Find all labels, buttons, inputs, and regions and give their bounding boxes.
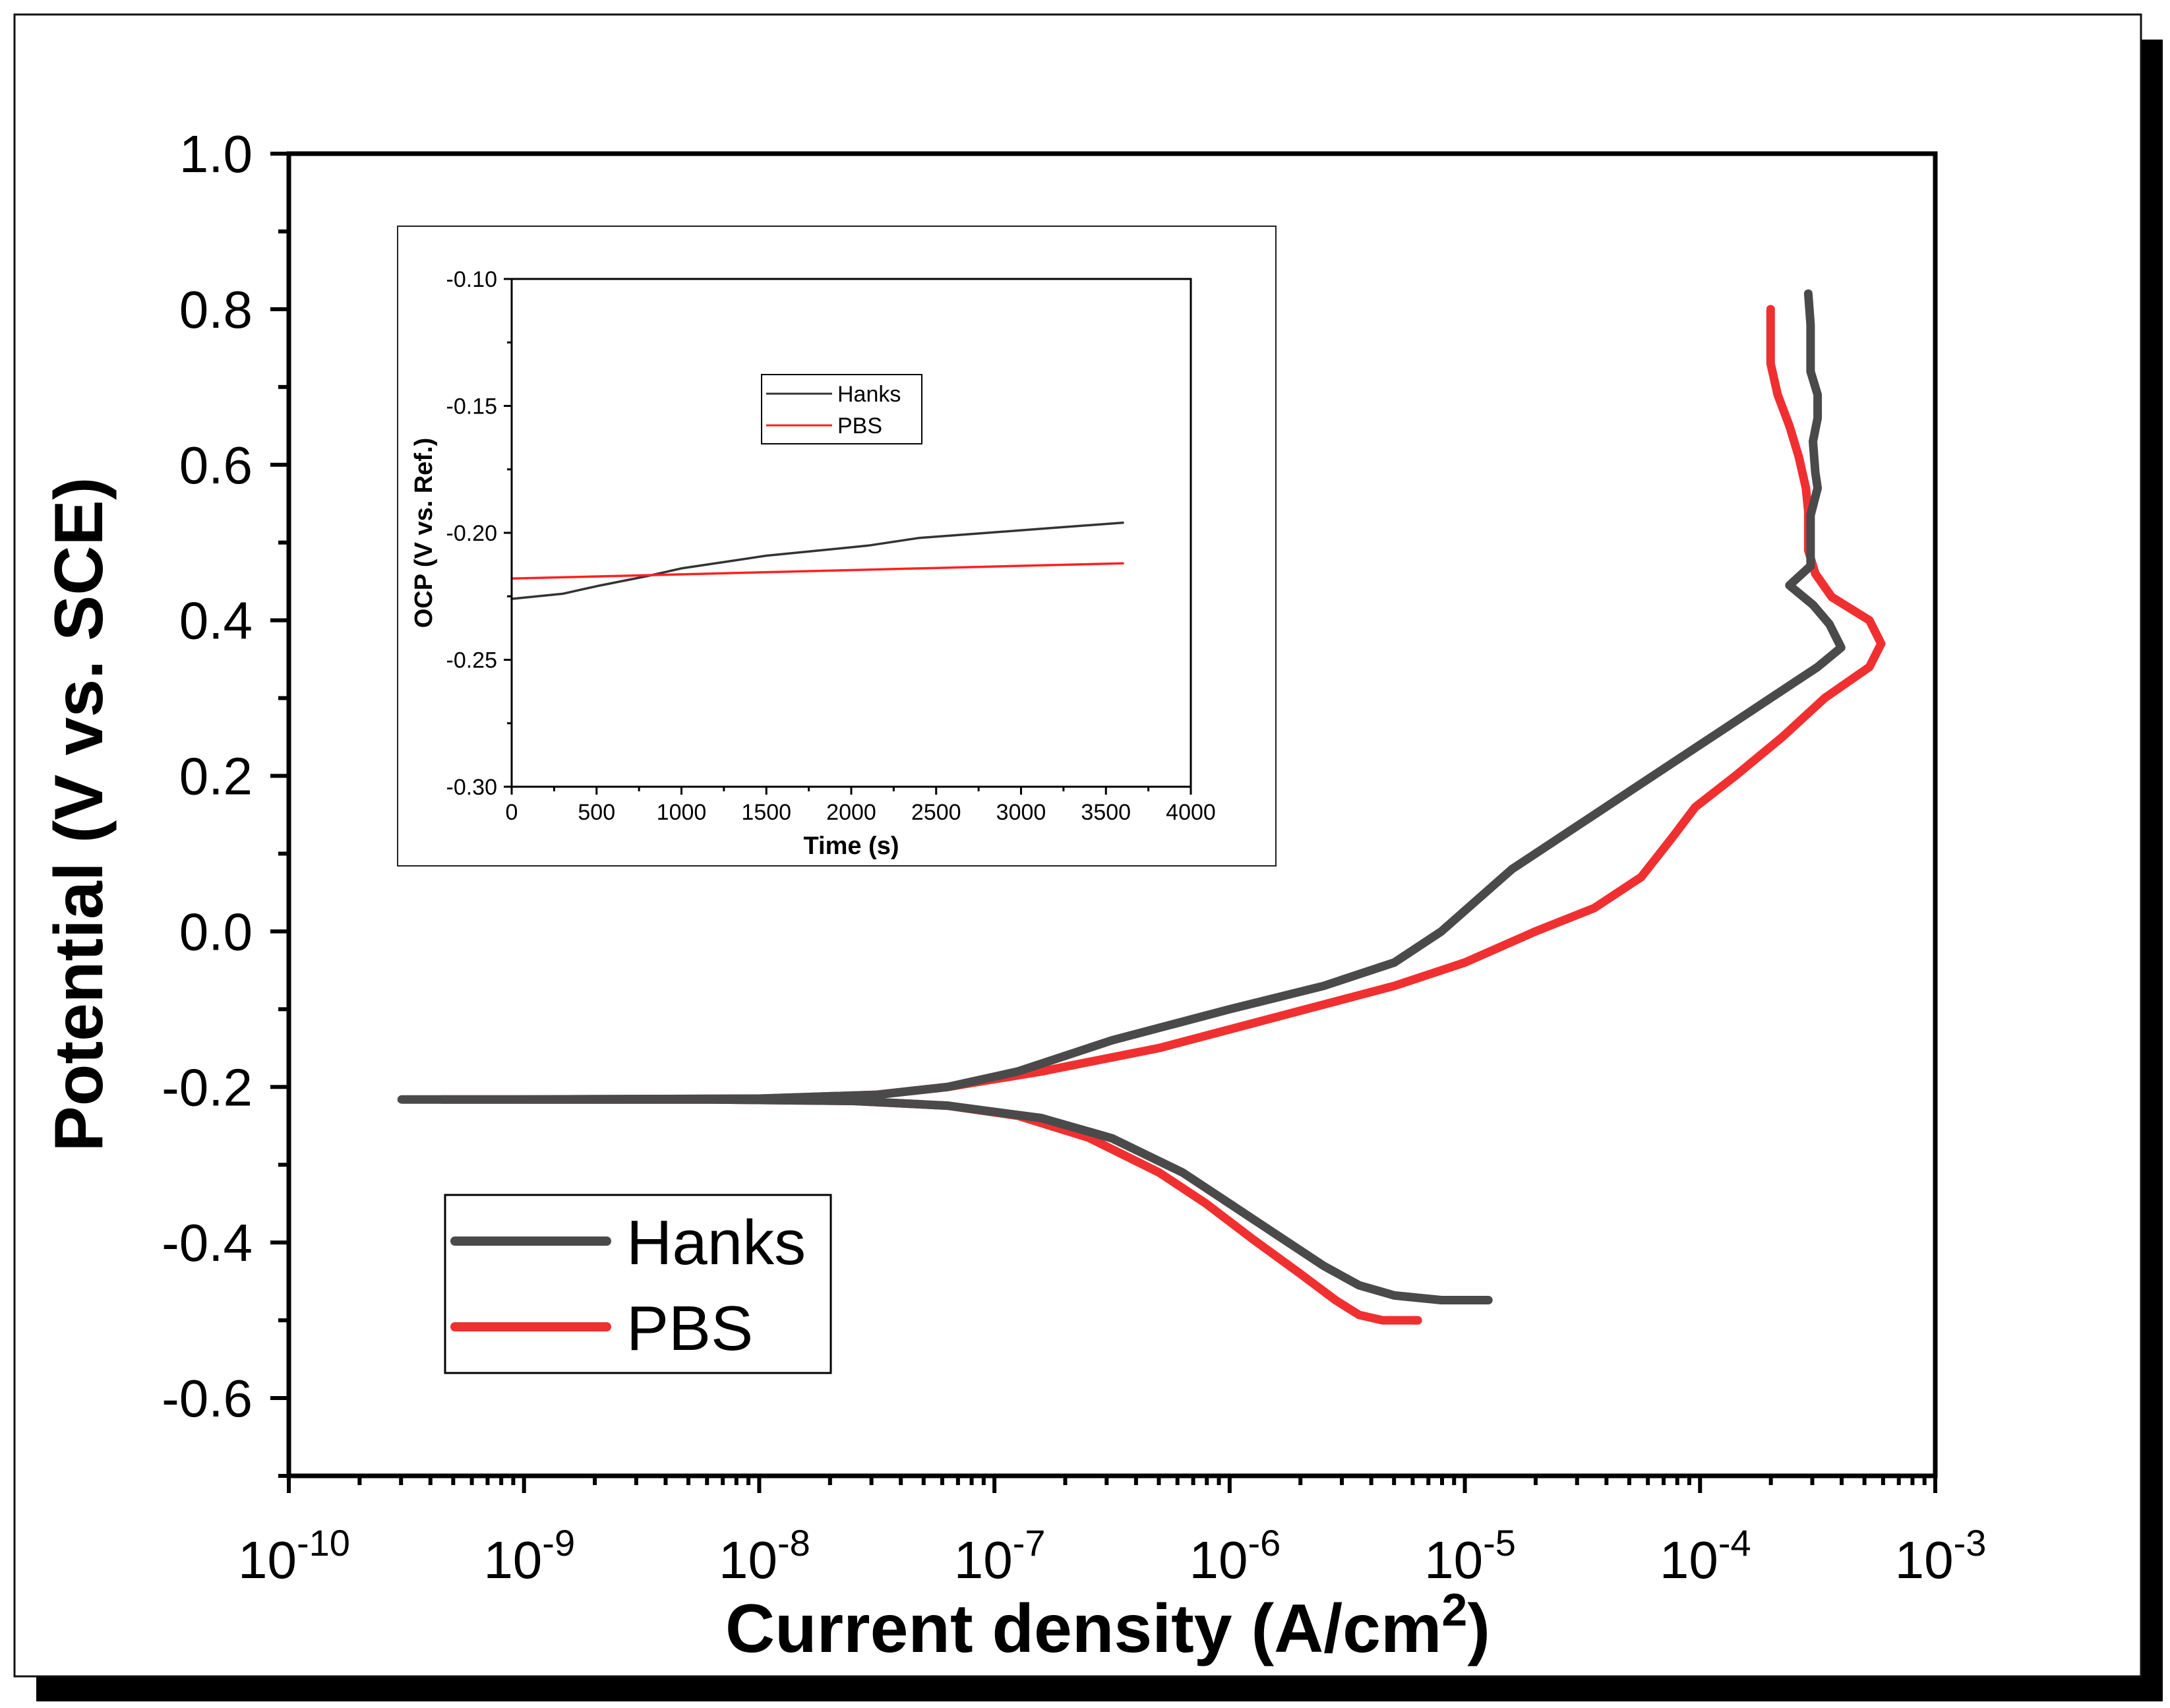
inset-x-tick-label: 500 bbox=[578, 800, 615, 825]
inset-plot: 0 500 1000 1500 2000 2500 3000 3500 4000 -0.30-0… bbox=[397, 226, 1277, 867]
inset-y-tick-label: -0.20 bbox=[446, 521, 498, 546]
inset-x-axis-title: Time (s) bbox=[803, 832, 899, 860]
main-x-tick-label: 10-3 bbox=[1895, 1522, 1987, 1589]
main-x-axis-title: Current density (A/cm2) bbox=[725, 1584, 1490, 1667]
inset-x-ticks: 0 500 1000 1500 2000 2500 3000 3500 4000 bbox=[506, 787, 1216, 825]
inset-series-group bbox=[510, 521, 1124, 600]
main-legend: Hanks PBS bbox=[444, 1194, 832, 1374]
legend-label-hanks: Hanks bbox=[626, 1207, 806, 1278]
main-y-tick-label: -0.2 bbox=[162, 1058, 253, 1116]
main-y-tick-label: 0.8 bbox=[179, 280, 253, 339]
main-x-tick-label: 10-4 bbox=[1660, 1522, 1751, 1589]
main-y-tick-label: 0.2 bbox=[179, 747, 253, 806]
inset-frame bbox=[397, 226, 1277, 867]
main-plot: 10-10 10-9 10-8 10-7 10-6 10-5 10-4 10-3 -0.6-0… bbox=[41, 125, 1986, 1667]
main-x-tick-label: 10-6 bbox=[1189, 1522, 1281, 1589]
inset-legend: Hanks PBS bbox=[761, 374, 922, 444]
main-axes-box bbox=[286, 151, 1938, 1479]
inset-y-ticks: -0.30 -0.25 -0.20 -0.15 -0.10 bbox=[446, 267, 512, 800]
inset-x-tick-label: 0 bbox=[506, 800, 518, 825]
main-y-tick-label: 0.0 bbox=[179, 902, 253, 961]
main-x-tick-label: 10-10 bbox=[238, 1522, 350, 1589]
inset-x-tick-label: 1000 bbox=[657, 800, 707, 825]
inset-x-tick-label: 2000 bbox=[826, 800, 876, 825]
inset-x-tick-label: 3500 bbox=[1081, 800, 1131, 825]
inset-y-tick-label: -0.30 bbox=[446, 775, 498, 800]
main-y-tick-label: 0.4 bbox=[179, 592, 253, 650]
main-x-ticks: 10-10 10-9 10-8 10-7 10-6 10-5 10-4 10-3 bbox=[238, 1476, 1986, 1589]
main-x-tick-label: 10-9 bbox=[483, 1522, 575, 1589]
main-x-tick-label: 10-7 bbox=[954, 1522, 1046, 1589]
inset-legend-label-pbs: PBS bbox=[837, 413, 882, 439]
inset-legend-label-hanks: Hanks bbox=[837, 382, 901, 407]
main-y-ticks: -0.6 -0.4 -0.2 0.0 0.2 0.4 0.6 0.8 1.0 bbox=[162, 125, 289, 1478]
inset-series-line-pbs bbox=[510, 562, 1124, 580]
main-series-line-hanks bbox=[397, 289, 1846, 1304]
main-x-tick-label: 10-8 bbox=[719, 1522, 810, 1589]
main-y-axis-title: Potential (V vs. SCE) bbox=[41, 477, 117, 1152]
inset-x-tick-label: 4000 bbox=[1166, 800, 1216, 825]
inset-series-line-hanks bbox=[510, 521, 1124, 600]
main-x-tick-label: 10-5 bbox=[1424, 1522, 1516, 1589]
main-y-tick-label: -0.4 bbox=[162, 1213, 253, 1272]
main-legend-box bbox=[444, 1194, 832, 1374]
inset-y-tick-label: -0.10 bbox=[446, 267, 498, 292]
inset-legend-box bbox=[761, 374, 922, 444]
main-y-tick-label: 1.0 bbox=[179, 125, 253, 183]
main-series-group bbox=[397, 289, 1886, 1325]
inset-axes-box bbox=[510, 278, 1192, 788]
inset-y-axis-title: OCP (V vs. Ref.) bbox=[410, 438, 438, 628]
legend-label-pbs: PBS bbox=[626, 1293, 753, 1364]
inset-y-tick-label: -0.15 bbox=[446, 394, 498, 419]
inset-x-tick-label: 3000 bbox=[996, 800, 1046, 825]
inset-x-tick-label: 2500 bbox=[911, 800, 961, 825]
main-y-tick-label: -0.6 bbox=[162, 1369, 253, 1428]
inset-y-tick-label: -0.25 bbox=[446, 648, 498, 673]
inset-x-tick-label: 1500 bbox=[741, 800, 791, 825]
main-y-tick-label: 0.6 bbox=[179, 436, 253, 495]
